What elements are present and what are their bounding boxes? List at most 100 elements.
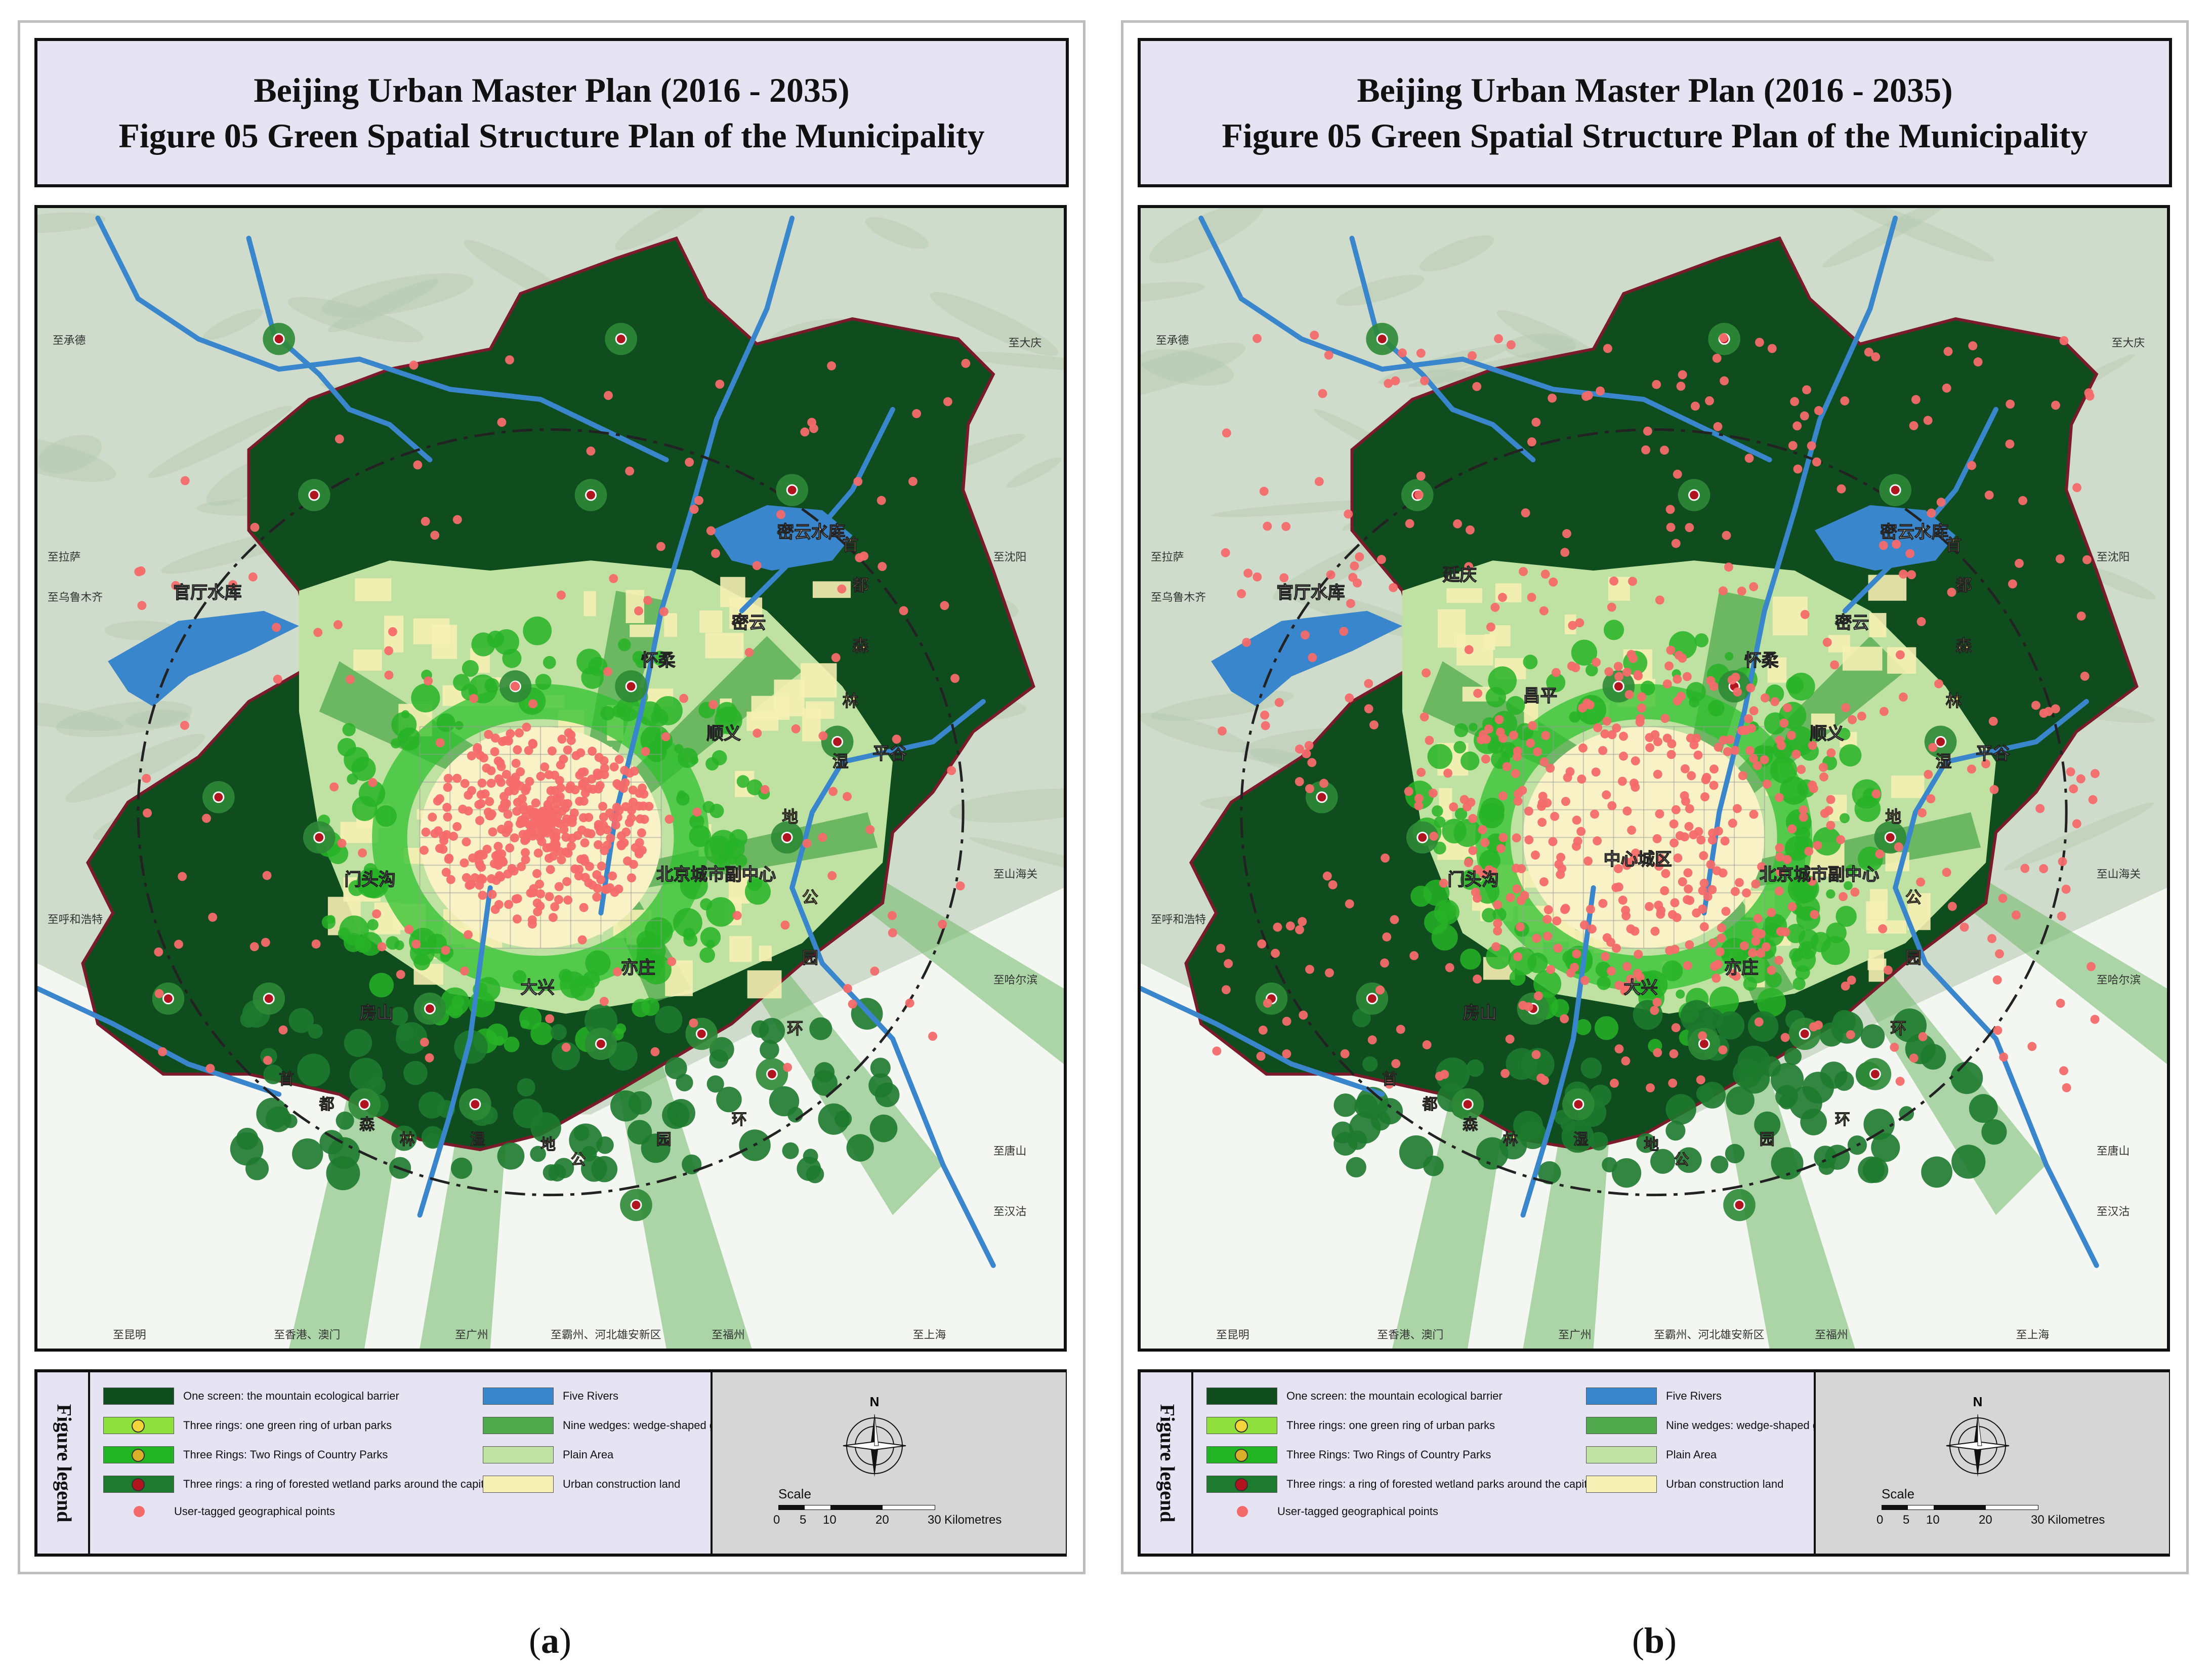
user-tagged-point (1645, 743, 1655, 752)
country-park (476, 977, 500, 1002)
user-tagged-point (1577, 774, 1587, 784)
user-tagged-point (464, 930, 473, 940)
user-tagged-point (1786, 730, 1796, 740)
user-tagged-point (574, 865, 584, 874)
forest-wetland-park (1950, 1062, 1983, 1094)
user-tagged-point (1509, 730, 1518, 740)
user-tagged-point (430, 531, 440, 540)
user-tagged-point (1473, 893, 1482, 903)
user-tagged-point (475, 880, 484, 890)
user-tagged-point (940, 601, 949, 610)
user-tagged-point (1520, 891, 1529, 900)
country-park (636, 951, 647, 962)
user-tagged-point (950, 674, 960, 683)
user-tagged-point (1500, 1069, 1510, 1078)
user-tagged-point (208, 913, 218, 922)
user-tagged-point (1926, 794, 1936, 803)
user-tagged-point (1848, 715, 1857, 724)
user-tagged-point (1744, 714, 1754, 723)
user-tagged-point (2056, 554, 2065, 564)
urban-patch (705, 633, 744, 659)
user-tagged-point (1391, 376, 1400, 386)
forest-wetland-park (1920, 1044, 1946, 1070)
ring-label: 园 (802, 948, 818, 967)
user-tagged-point (1878, 924, 1888, 933)
user-tagged-point (1650, 730, 1660, 740)
user-tagged-point (1840, 396, 1850, 405)
legend-item: Urban construction land (483, 1476, 680, 1493)
urban-patch (720, 577, 745, 607)
legend-swatch (483, 1476, 554, 1493)
forest-park-marker (273, 333, 285, 345)
legend-swatch (1586, 1476, 1657, 1493)
river (37, 986, 282, 1097)
country-park (1454, 807, 1468, 821)
direction-label: 至广州 (1558, 1329, 1592, 1341)
legend-swatch (1206, 1476, 1277, 1493)
ring-label: 首 (1946, 535, 1962, 554)
user-tagged-point (567, 818, 577, 827)
terrain-hill (2083, 566, 2156, 600)
user-tagged-point (1614, 1044, 1624, 1054)
country-park (1500, 742, 1517, 758)
user-tagged-point (1493, 926, 1503, 936)
terrain-hill (321, 273, 474, 318)
forest-park-marker (625, 680, 637, 692)
user-tagged-point (1732, 804, 1742, 813)
title-line-2: Figure 05 Green Spatial Structure Plan o… (1222, 116, 2088, 155)
country-park (542, 656, 556, 669)
user-tagged-point (452, 515, 462, 524)
country-park (1469, 722, 1478, 732)
user-tagged-point (1398, 348, 1407, 358)
forest-park-marker (358, 1098, 370, 1111)
legend-swatch (1206, 1446, 1277, 1463)
user-tagged-point (1549, 577, 1558, 587)
user-tagged-point (1521, 508, 1530, 518)
district-label: 顺义 (706, 723, 741, 743)
user-tagged-point (955, 881, 965, 891)
user-tagged-point (337, 839, 347, 848)
user-tagged-point (640, 814, 649, 824)
user-tagged-point (578, 779, 588, 789)
forest-wetland-park (1376, 1098, 1403, 1125)
map-canvas[interactable]: 官厅水库密云水库怀柔密云顺义平谷门头沟房山大兴亦庄北京城市副中心首都森林湿地公园… (37, 208, 1064, 1349)
user-tagged-point (1473, 688, 1483, 698)
ring-label: 园 (656, 1131, 672, 1149)
country-park (632, 650, 646, 664)
country-park (1527, 952, 1548, 973)
forest-wetland-park (425, 1133, 440, 1148)
legend-dot (1235, 1419, 1248, 1433)
user-tagged-point (1667, 910, 1677, 919)
forest-wetland-park (497, 1142, 525, 1170)
user-tagged-point (1604, 667, 1614, 676)
district-label: 北京城市副中心 (1760, 865, 1880, 884)
user-tagged-point (1993, 1026, 2002, 1035)
ring-label: 森 (852, 636, 868, 655)
user-tagged-point (1836, 835, 1846, 844)
scale-tick: 20 (875, 1513, 889, 1527)
user-tagged-point (1783, 703, 1792, 713)
map[interactable]: 官厅水库 密云水库 怀柔 密云 顺义 平谷 门头沟 房山 大兴 亦庄 北京城市副中心首都森林湿地公园… (34, 205, 1067, 1352)
user-tagged-point (1568, 621, 1577, 630)
user-tagged-point (2051, 400, 2060, 410)
user-tagged-point (563, 745, 572, 755)
user-tagged-point (1326, 570, 1335, 580)
user-tagged-point (1775, 852, 1785, 862)
user-tagged-point (1989, 785, 1999, 794)
country-park (1410, 885, 1432, 907)
map[interactable]: 官厅水库 密云水库 延庆 怀柔 密云 昌平 顺义 平谷 中心城区 门头沟 房山 大兴 亦庄 北京城市副中心… (1138, 205, 2170, 1352)
user-tagged-point (1643, 426, 1652, 436)
user-tagged-point (1687, 771, 1696, 781)
user-tagged-point (311, 939, 321, 949)
forest-wetland-park (419, 1091, 446, 1119)
user-tagged-point (384, 670, 394, 680)
user-tagged-point (1761, 942, 1771, 952)
user-tagged-point (1562, 529, 1571, 539)
user-tagged-point (1683, 868, 1693, 878)
forest-wetland-park (1858, 1156, 1885, 1184)
title-box: Beijing Urban Master Plan (2016 - 2035) … (34, 38, 1069, 187)
forest-wetland-park (1710, 1155, 1729, 1174)
country-park (1786, 676, 1804, 694)
forest-wetland-park (760, 1040, 779, 1059)
